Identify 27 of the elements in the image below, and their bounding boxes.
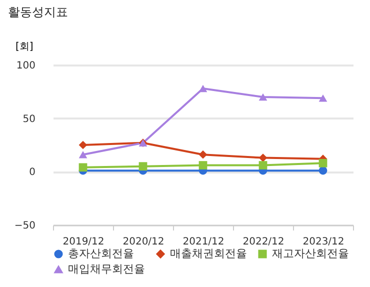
point bbox=[198, 84, 208, 92]
y-tick-label: 100 bbox=[16, 60, 36, 72]
chart-title: 활동성지표 bbox=[8, 5, 68, 19]
point bbox=[78, 150, 88, 158]
x-tick-label: 2022/12 bbox=[242, 236, 284, 248]
point bbox=[138, 162, 148, 171]
x-tick-label: 2021/12 bbox=[182, 236, 224, 248]
x-tick-label: 2023/12 bbox=[302, 236, 344, 248]
point bbox=[198, 150, 208, 159]
point bbox=[78, 140, 88, 150]
point bbox=[258, 161, 268, 170]
point bbox=[318, 94, 328, 102]
legend-label: 매입채무회전율 bbox=[68, 262, 145, 276]
x-tick-label: 2020/12 bbox=[122, 236, 164, 248]
point bbox=[258, 93, 268, 101]
legend-label: 재고자산회전율 bbox=[272, 246, 349, 260]
point bbox=[78, 163, 88, 172]
point bbox=[198, 161, 208, 170]
point bbox=[318, 158, 328, 168]
y-axis-title: [회] bbox=[16, 42, 34, 52]
y-tick-label: 0 bbox=[29, 167, 36, 178]
x-tick-label: 2019/12 bbox=[62, 236, 104, 248]
legend-label: 매출채권회전율 bbox=[170, 246, 247, 260]
y-tick-label: −50 bbox=[14, 220, 36, 232]
point bbox=[258, 154, 268, 162]
y-tick-label: 50 bbox=[22, 114, 36, 125]
legend-label: 총자산회전율 bbox=[68, 246, 134, 260]
